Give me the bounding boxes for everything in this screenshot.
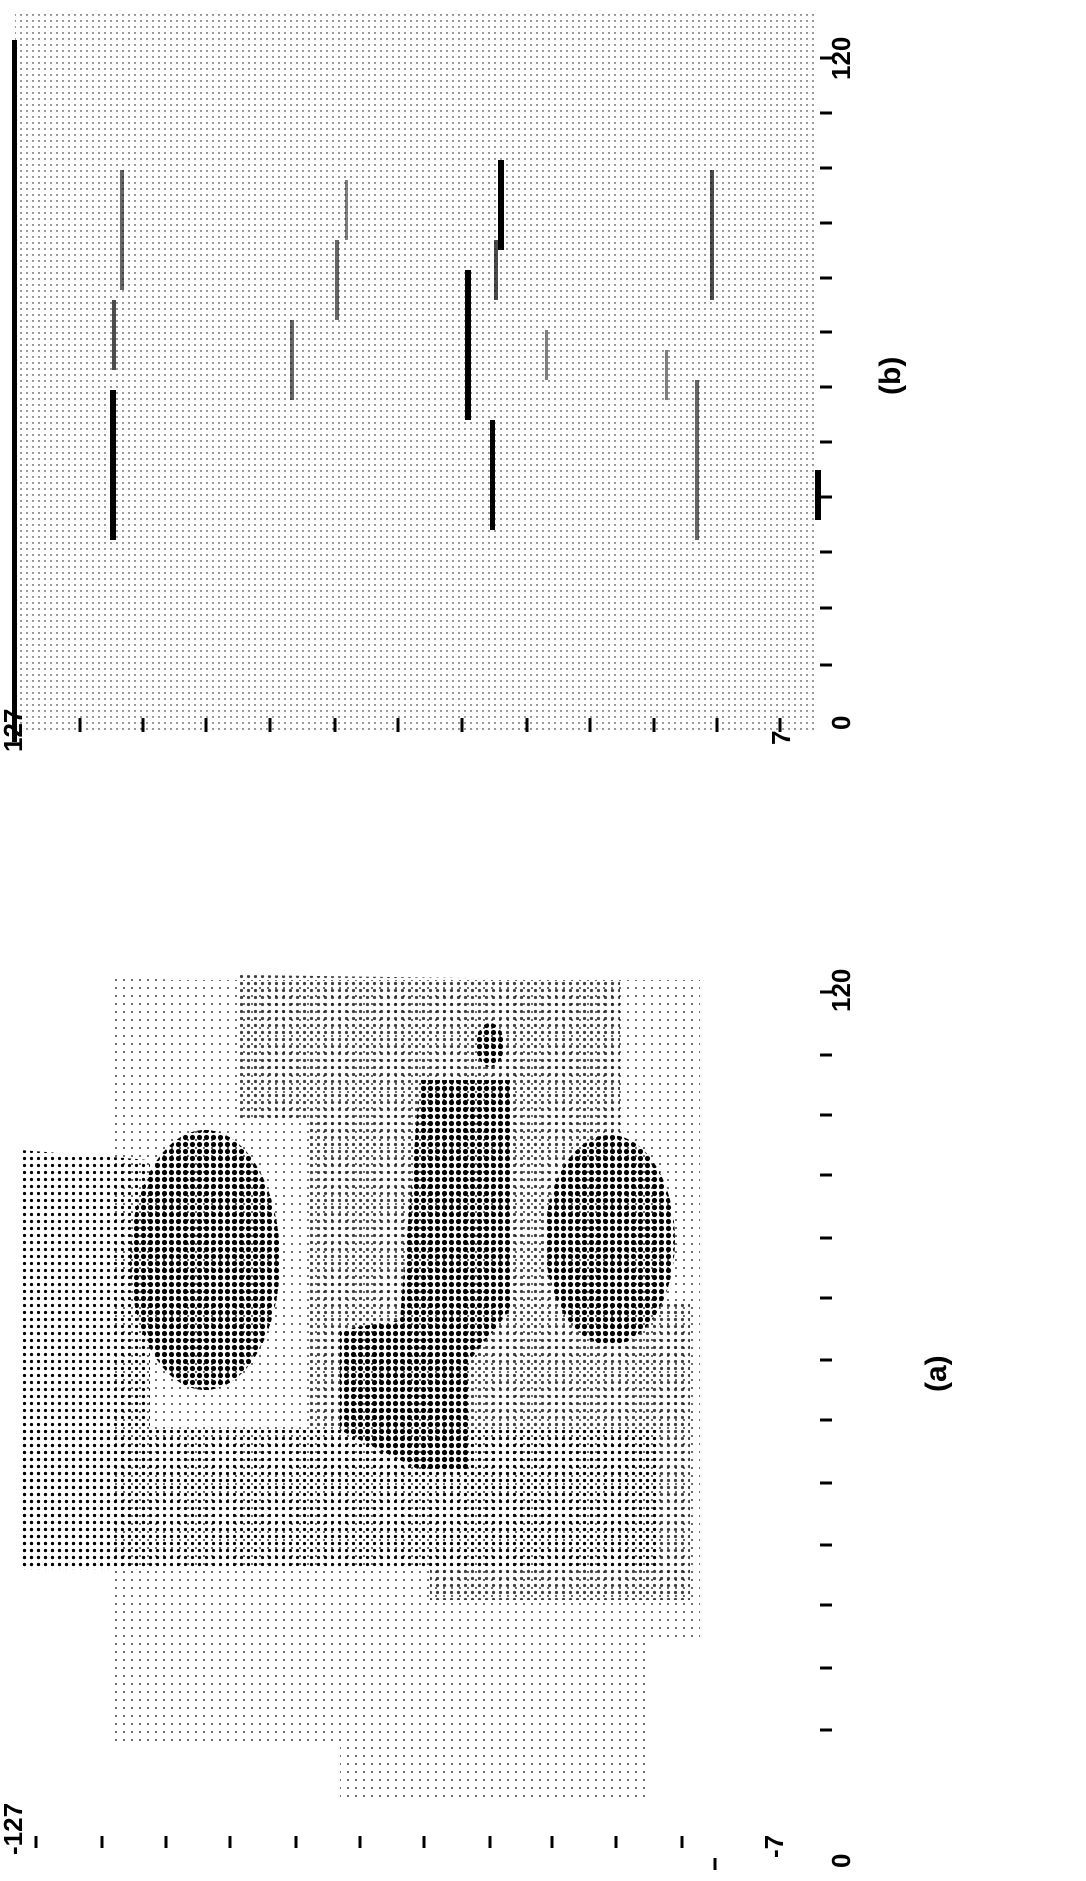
panel-b-left-ticks [78, 718, 782, 732]
panel-b-grid-field [15, 12, 815, 732]
panel-a-left-ticks [34, 1836, 717, 1870]
panel-a: -127 -7 0 120 (a) [0, 969, 953, 1870]
panel-a-dense-edge [20, 1150, 150, 1570]
panel-b-bottom-ticks [820, 56, 832, 667]
panel-b-label-top: 127 [0, 709, 28, 752]
panel-a-label-mid: -7 [759, 1835, 789, 1858]
panel-b-label-right: 120 [826, 37, 856, 80]
panel-a-blob-lower [545, 1135, 675, 1345]
panel-a-blob-center [340, 1080, 510, 1470]
panel-a-label-top: -127 [0, 1803, 28, 1855]
panel-b-caption: (b) [874, 357, 907, 395]
panel-b-label-zero: 0 [826, 716, 856, 730]
panel-a-blob-small [476, 1023, 504, 1067]
panel-a-label-zero: 0 [826, 1854, 856, 1868]
panel-b: 127 7 0 120 (b) [0, 12, 907, 752]
panel-a-label-right: 120 [826, 969, 856, 1012]
panel-b-label-mid: 7 [766, 731, 796, 745]
panel-b-streaks [12, 40, 821, 742]
panel-a-caption: (a) [920, 1355, 953, 1392]
panel-a-blob-upper [130, 1130, 280, 1390]
panel-a-bottom-ticks [820, 990, 832, 1732]
